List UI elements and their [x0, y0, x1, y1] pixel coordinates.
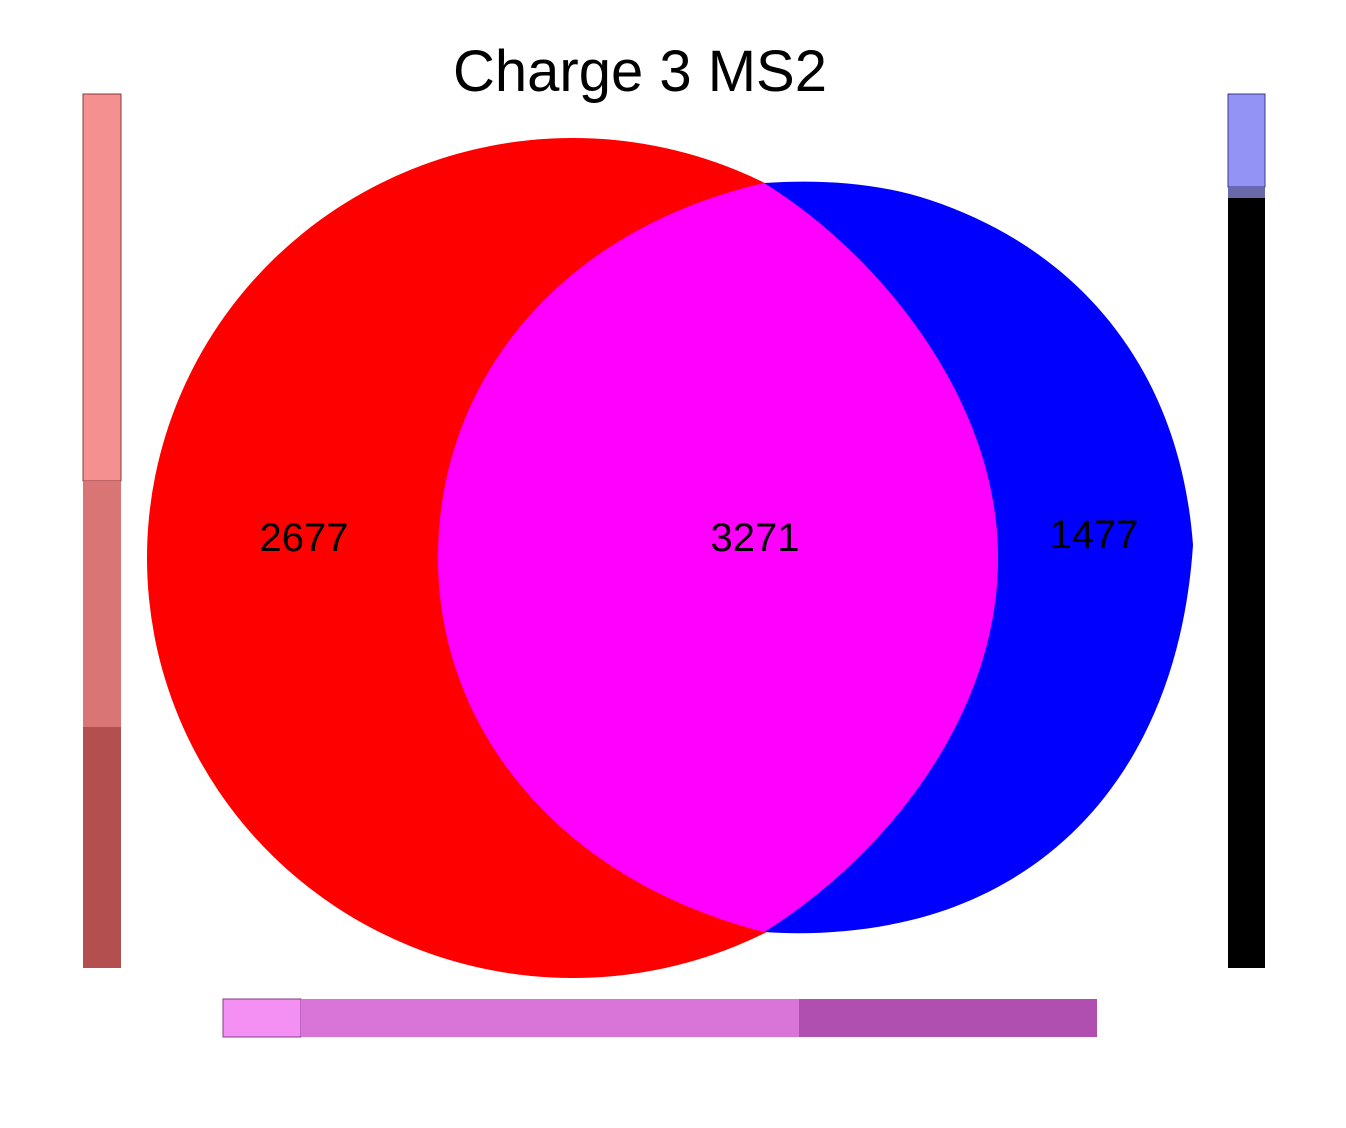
right-only-count: 1477 — [1050, 513, 1139, 557]
chart-title: Charge 3 MS2 — [453, 39, 827, 104]
right-size-bar — [1227, 93, 1266, 968]
bottom-bar-segment-1 — [222, 998, 302, 1038]
left-only-count: 2677 — [260, 516, 349, 560]
left-bar-segment-1 — [82, 93, 122, 482]
right-bar-segment-2 — [1228, 187, 1265, 198]
overlap-count: 3271 — [711, 516, 800, 560]
overlap-region — [438, 183, 998, 932]
left-size-bar — [82, 93, 122, 968]
bottom-bar-segment-3 — [799, 999, 1097, 1037]
right-bar-segment-1 — [1227, 93, 1266, 188]
bottom-bar-segment-2 — [301, 999, 799, 1037]
left-bar-segment-3 — [83, 727, 121, 968]
right-set-shape — [764, 181, 1193, 934]
right-bar-segment-3 — [1228, 198, 1265, 968]
bottom-size-bar — [222, 998, 1097, 1038]
left-bar-segment-2 — [83, 481, 121, 727]
